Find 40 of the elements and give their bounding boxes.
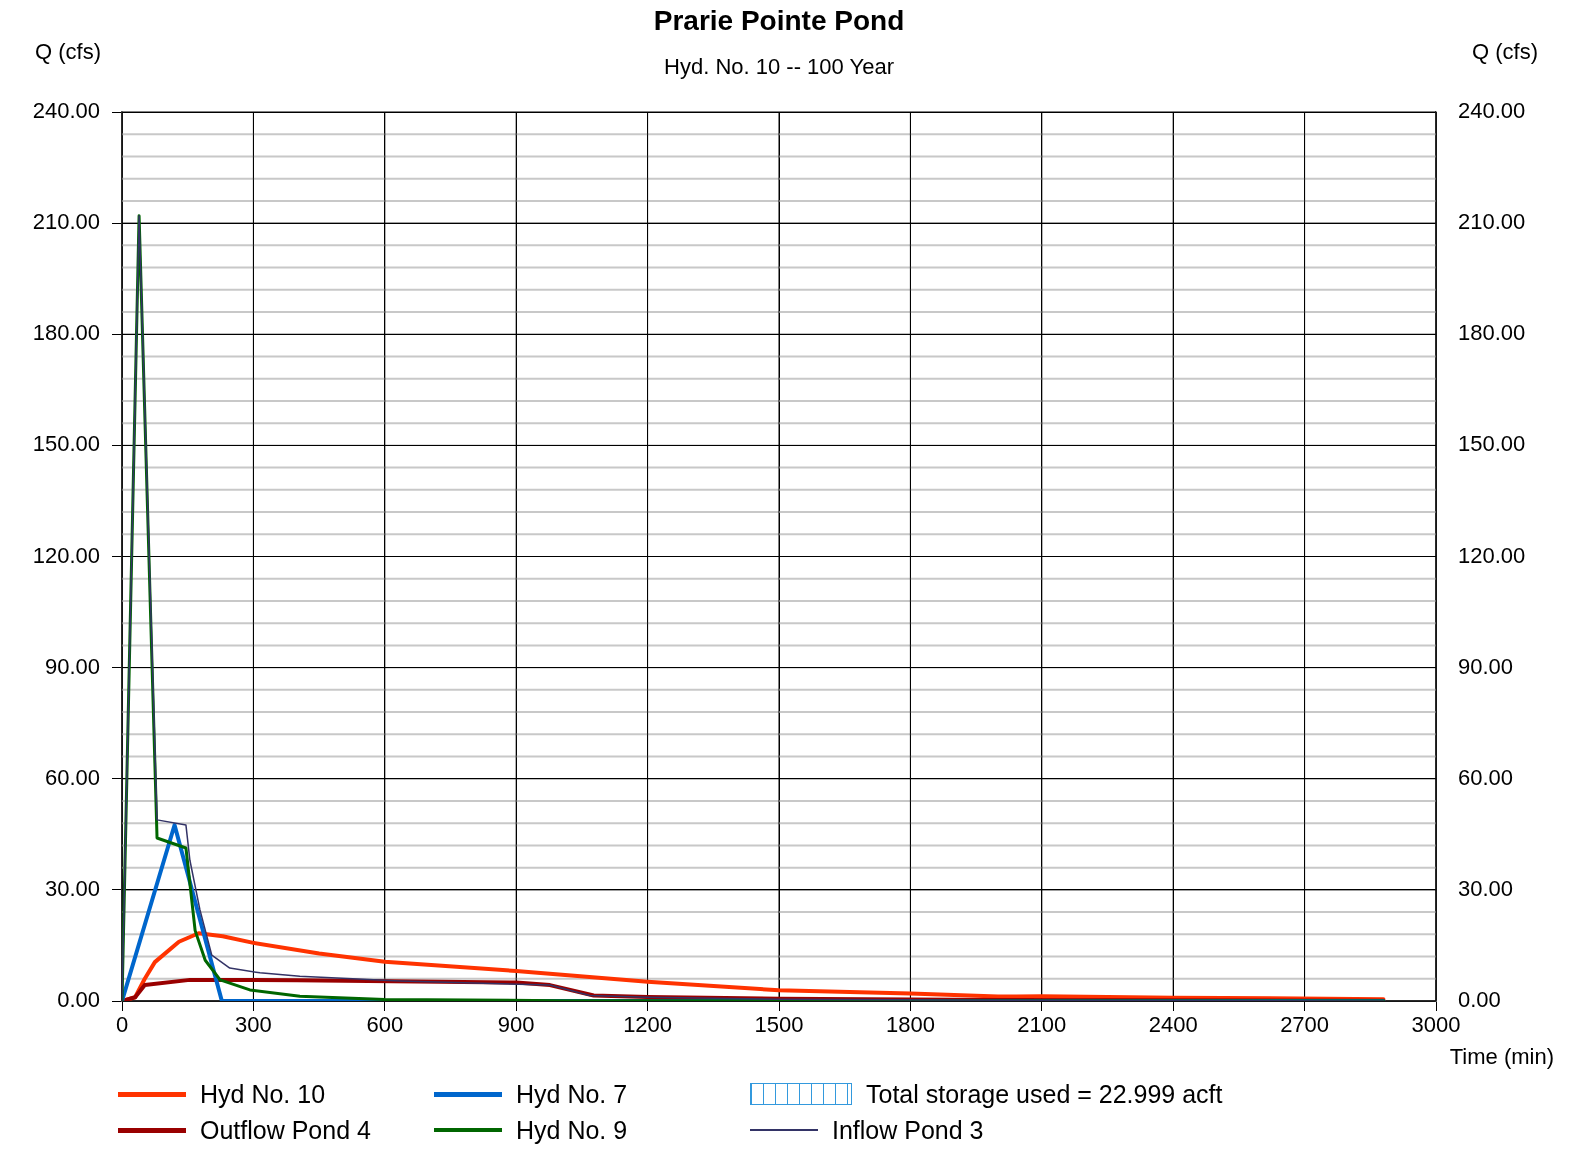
x-tick-label: 300 <box>235 1012 272 1038</box>
legend-label: Outflow Pond 4 <box>200 1115 371 1145</box>
chart-subtitle: Hyd. No. 10 -- 100 Year <box>664 54 894 80</box>
y-tick-label: 240.00 <box>32 98 100 124</box>
chart-title: Prarie Pointe Pond <box>653 4 905 36</box>
y2-tick-label: 150.00 <box>1458 431 1526 457</box>
x-axis-title: Time (min) <box>1449 1044 1554 1070</box>
legend-label: Hyd No. 9 <box>516 1115 628 1145</box>
y2-tick-label: 60.00 <box>1458 764 1514 790</box>
x-tick-label: 2100 <box>1017 1012 1067 1038</box>
legend-label: Hyd No. 10 <box>200 1079 326 1109</box>
legend-label: Inflow Pond 3 <box>832 1115 984 1145</box>
y2-tick-label: 210.00 <box>1458 209 1526 235</box>
y2-tick-label: 180.00 <box>1458 320 1526 346</box>
x-tick-label: 3000 <box>1411 1012 1461 1038</box>
y-tick-label: 180.00 <box>32 320 100 346</box>
x-tick-label: 2400 <box>1148 1012 1198 1038</box>
y2-tick-label: 30.00 <box>1458 875 1514 901</box>
x-tick-label: 900 <box>497 1012 535 1038</box>
y-tick-label: 120.00 <box>32 542 100 568</box>
y-tick-label: 60.00 <box>44 764 100 790</box>
y-tick-label: 210.00 <box>32 209 100 235</box>
legend-label: Hyd No. 7 <box>516 1079 628 1109</box>
text: Total storage used = 22.999 acft <box>866 1079 1223 1109</box>
x-tick-label: 600 <box>366 1012 404 1038</box>
y2-tick-label: 0.00 <box>1458 987 1501 1013</box>
y2-tick-label: 90.00 <box>1458 653 1514 679</box>
y2-tick-label: 240.00 <box>1458 98 1526 124</box>
y-tick-label: 90.00 <box>44 653 100 679</box>
x-tick-label: 1200 <box>623 1012 673 1038</box>
y-tick-label: 30.00 <box>44 875 100 901</box>
x-tick-label: 1500 <box>754 1012 804 1038</box>
y-tick-label: 0.00 <box>57 987 100 1013</box>
y-tick-label: 150.00 <box>32 431 100 457</box>
y2-axis-title: Q (cfs) <box>1472 39 1538 65</box>
x-tick-label: 2700 <box>1280 1012 1330 1038</box>
y-axis-title: Q (cfs) <box>35 39 101 65</box>
y2-tick-label: 120.00 <box>1458 542 1526 568</box>
x-tick-label: 0 <box>115 1012 129 1038</box>
x-tick-label: 1800 <box>885 1012 935 1038</box>
